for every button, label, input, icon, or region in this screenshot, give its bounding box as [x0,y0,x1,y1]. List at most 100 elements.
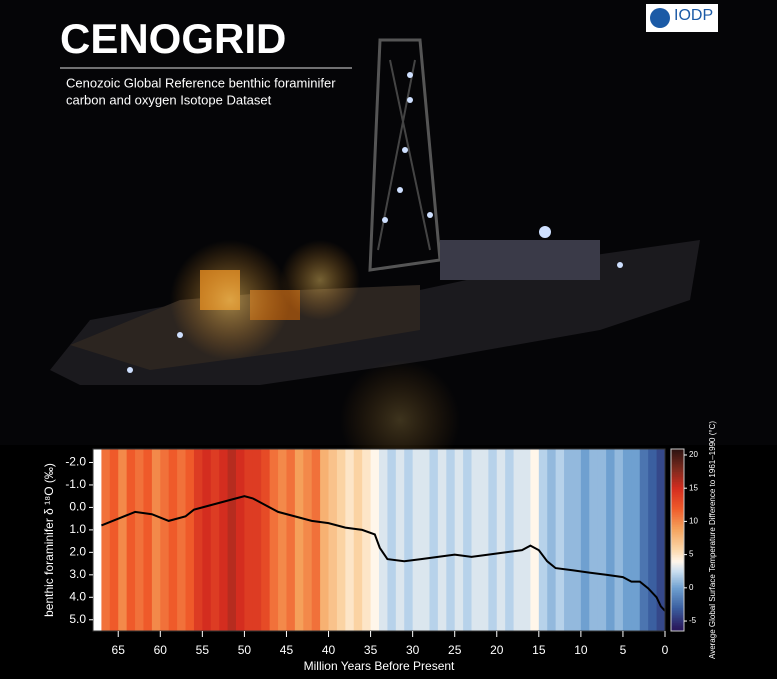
x-tick-label: 65 [112,643,126,657]
colorbar-cell [671,567,684,570]
colorbar-cell [671,606,684,609]
colorbar-cell [671,624,684,627]
temperature-stripe [505,449,515,631]
colorbar-cell [671,518,684,521]
colorbar-cell [671,469,684,472]
temperature-stripe [109,449,119,631]
temperature-stripe [572,449,582,631]
colorbar-tick-label: 0 [689,583,694,592]
temperature-stripe [404,449,414,631]
colorbar-cell [671,533,684,536]
colorbar-cell [671,501,684,504]
colorbar-cell [671,478,684,481]
colorbar-cell [671,531,684,534]
temperature-stripe [622,449,632,631]
temperature-stripe [648,449,658,631]
colorbar-cell [671,602,684,605]
temperature-stripe [606,449,616,631]
colorbar-cell [671,614,684,617]
colorbar-cell [671,579,684,582]
colorbar-cell [671,538,684,541]
colorbar-cell [671,508,684,511]
temperature-stripe [177,449,187,631]
colorbar-cell [671,493,684,496]
temperature-stripe [446,449,456,631]
temperature-stripe [320,449,330,631]
temperature-stripe [126,449,136,631]
y-tick-label: 1.0 [69,522,86,536]
temperature-stripe [614,449,624,631]
temperature-stripe [421,449,430,631]
colorbar-cell [671,587,684,590]
colorbar-cell [671,539,684,542]
colorbar-cell [671,486,684,489]
colorbar-cell [671,521,684,524]
temperature-stripe [463,449,473,631]
colorbar-cell [671,498,684,501]
y-tick-label: 0.0 [69,500,86,514]
logo-mark [650,8,670,28]
x-tick-label: 0 [662,643,669,657]
temperature-stripe [530,449,540,631]
colorbar-cell [671,556,684,559]
colorbar-cell [671,509,684,512]
colorbar-cell [671,576,684,579]
colorbar-cell [671,591,684,594]
colorbar-cell [671,464,684,468]
colorbar-cell [671,601,684,604]
colorbar-cell [671,562,684,565]
colorbar-cell [671,468,684,471]
temperature-stripe [160,449,170,631]
colorbar-cell [671,488,684,491]
x-tick-label: 15 [532,643,546,657]
colorbar-tick-label: 15 [689,483,698,492]
colorbar-cell [671,541,684,544]
colorbar-cell [671,503,684,506]
colorbar-cell [671,617,684,620]
colorbar-cell [671,564,684,567]
x-tick-label: 60 [154,643,168,657]
colorbar-cell [671,552,684,556]
colorbar-cell [671,542,684,546]
colorbar-cell [671,571,684,574]
colorbar-cell [671,616,684,619]
colorbar-cell [671,626,684,629]
temperature-stripe [202,449,212,631]
colorbar-label: Average Global Surface Temperature Diffe… [708,421,717,659]
colorbar-cell [671,528,684,531]
colorbar-cell [671,526,684,529]
temperature-stripe [362,449,372,631]
colorbar-cell [671,506,684,509]
chart: -2.0-1.00.01.02.03.04.05.065 60 55 50 45 40 35… [42,421,717,674]
temperature-stripe [555,449,565,631]
colorbar-cell [671,499,684,502]
temperature-stripe [168,449,178,631]
x-tick-label: 45 [280,643,294,657]
temperature-stripe [185,449,195,631]
colorbar-cell [671,599,684,602]
colorbar-cell [671,489,684,492]
colorbar-cell [671,451,684,454]
temperature-stripe [143,449,153,631]
plot-frame [92,448,666,632]
colorbar-cell [671,463,684,466]
colorbar-tick-label: 20 [689,450,698,459]
temperature-stripe [639,449,649,631]
temperature-stripe [631,449,641,631]
colorbar-cell [671,516,684,519]
temperature-stripe [278,449,287,631]
temperature-stripe [496,449,506,631]
colorbar-cell [671,476,684,479]
temperature-stripe [286,449,296,631]
y-tick-label: -1.0 [65,477,86,491]
colorbar-cell [671,569,684,572]
temperature-stripe [236,449,245,631]
colorbar-cell [671,629,684,632]
subtitle: carbon and oxygen Isotope Dataset [66,92,272,107]
y-tick-label: 3.0 [69,567,86,581]
temperature-stripe [244,449,254,631]
colorbar-cell [671,559,684,562]
colorbar-cell [671,557,684,560]
temperature-stripe [135,449,144,631]
